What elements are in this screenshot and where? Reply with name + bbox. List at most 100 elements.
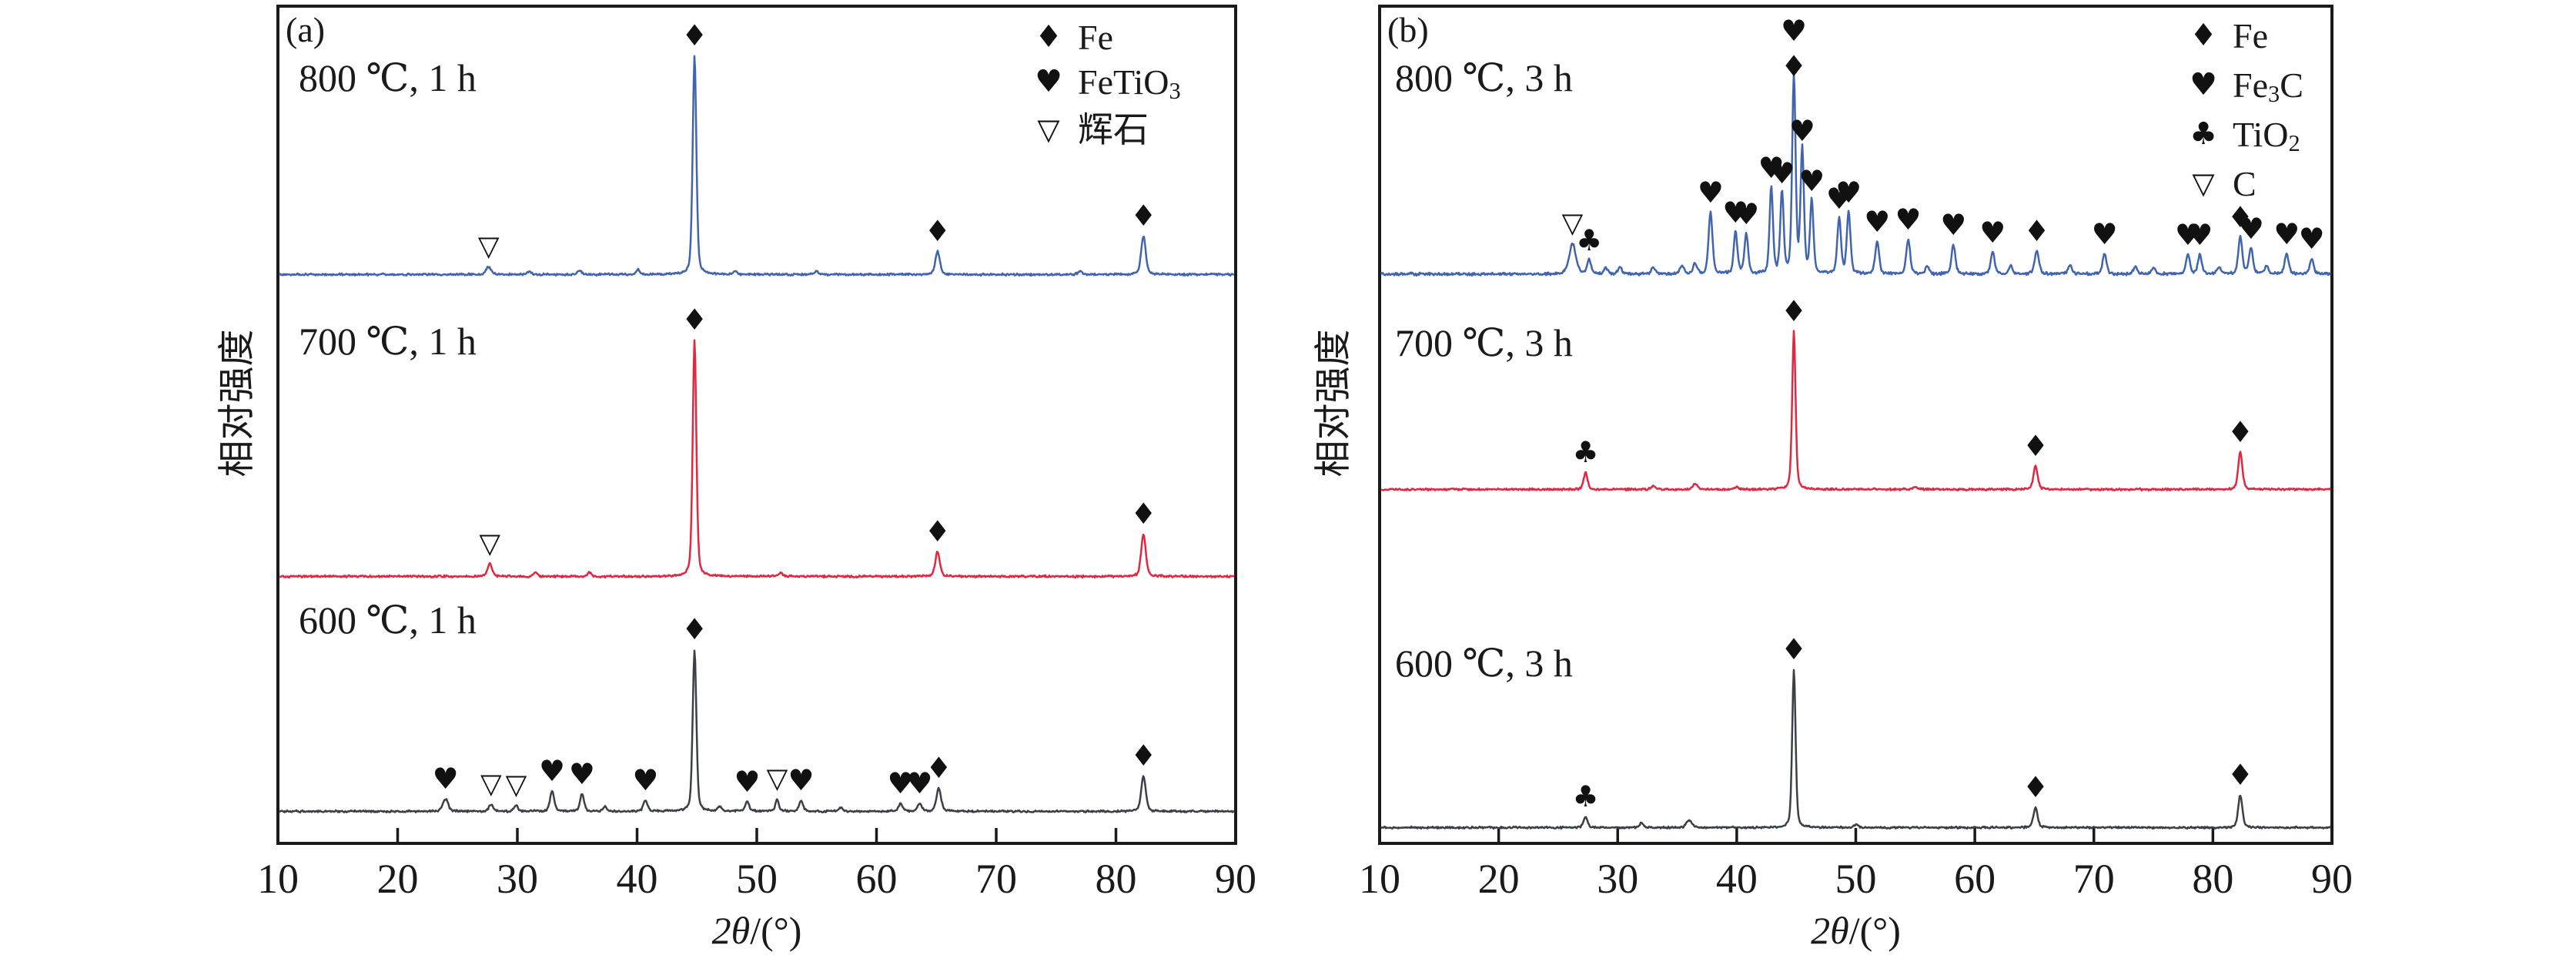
peak-marker-diamond: ♦ — [681, 612, 708, 646]
x-tick-label: 40 — [1716, 856, 1758, 902]
peak-marker-diamond: ♦ — [1130, 497, 1156, 531]
x-tick-label: 40 — [617, 856, 658, 902]
x-tick-label: 30 — [1597, 856, 1638, 902]
peak-marker-heart: ♥ — [1698, 176, 1724, 209]
peak-marker-club: ♣ — [1572, 435, 1598, 469]
peak-marker-heart: ♥ — [569, 757, 595, 791]
peak-marker-heart: ♥ — [539, 754, 565, 788]
x-tick-label: 80 — [1096, 856, 1137, 902]
trace-label-700-3-h: 700 ℃, 3 h — [1395, 321, 1573, 364]
peak-marker-heart: ♥ — [1835, 176, 1862, 209]
trace-label-800-1-h: 800 ℃, 1 h — [299, 56, 477, 99]
trace-label-600-1-h: 600 ℃, 1 h — [299, 598, 477, 642]
peak-marker-diamond: ♦ — [2227, 415, 2253, 449]
peak-marker-diamond: ♦ — [2227, 758, 2253, 792]
legend-marker-club: ♣ — [2190, 116, 2217, 152]
peak-marker-diamond: ♦ — [2022, 770, 2049, 804]
peak-marker-heart: ♥ — [888, 766, 914, 800]
peak-marker-diamond: ♦ — [925, 751, 952, 785]
peak-marker-diamond: ♦ — [1781, 632, 1807, 666]
legend-marker-heart: ♥ — [2190, 67, 2217, 102]
peak-marker-heart: ♥ — [2092, 217, 2118, 251]
peak-marker-diamond: ♦ — [1130, 739, 1156, 773]
legend-label: Fe3​C — [2233, 65, 2303, 108]
trace-label-600-3-h: 600 ℃, 3 h — [1395, 642, 1573, 685]
trace-700-3-h — [1380, 330, 2332, 492]
peak-marker-triangle-down: ▽ — [1562, 208, 1584, 240]
plot-border — [276, 5, 1237, 845]
peak-marker-heart: ♥ — [1940, 208, 1966, 242]
peak-marker-triangle-down: ▽ — [767, 763, 788, 795]
panel-b: 10 20 30 40 50 60 70 80 90 2θ/(°) 相对强度 (b) 800 ℃, 3 … — [1313, 5, 2353, 952]
peak-marker-diamond: ♦ — [925, 514, 951, 548]
trace-700-1-h — [279, 339, 1235, 579]
peak-marker-club: ♣ — [1576, 223, 1602, 257]
peak-marker-heart: ♥ — [1798, 164, 1825, 198]
legend-label: Fe — [1078, 18, 1113, 57]
peak-marker-triangle-down: ▽ — [480, 769, 502, 800]
peak-marker-heart: ♥ — [1733, 197, 1759, 231]
legend-label: Fe — [2233, 16, 2268, 55]
peak-marker-heart: ♥ — [1722, 196, 1748, 230]
x-tick-label: 10 — [257, 856, 299, 902]
peak-marker-heart: ♥ — [1895, 203, 1921, 236]
peak-marker-heart: ♥ — [2299, 222, 2325, 256]
x-tick-label: 20 — [1478, 856, 1520, 902]
peak-marker-triangle-down: ▽ — [478, 231, 500, 263]
x-tick-label: 70 — [2073, 856, 2115, 902]
peak-marker-heart: ♥ — [788, 763, 814, 797]
x-tick-label: 20 — [377, 856, 419, 902]
x-axis-title: 2θ/(°) — [1811, 909, 1901, 952]
peak-marker-diamond: ♦ — [1781, 294, 1807, 328]
legend-marker-heart: ♥ — [1035, 64, 1062, 99]
peak-marker-diamond: ♦ — [1781, 49, 1807, 83]
peak-marker-heart: ♥ — [1789, 114, 1815, 148]
trace-600-1-h — [279, 649, 1235, 814]
panel-a: 10 20 30 40 50 60 70 80 90 2θ/(°) 相对强度 (a) 800 ℃, 1 … — [217, 5, 1256, 952]
trace-800-3-h — [1380, 72, 2332, 277]
peak-marker-heart: ♥ — [1781, 14, 1807, 48]
x-tick-label: 80 — [2192, 856, 2233, 902]
peak-marker-diamond: ♦ — [1130, 199, 1156, 233]
y-axis-title: 相对强度 — [1313, 329, 1354, 477]
x-tick-label: 90 — [2311, 856, 2353, 902]
peak-marker-heart: ♥ — [632, 763, 658, 797]
legend-label: FeTiO3​ — [1078, 62, 1181, 105]
peak-marker-heart: ♥ — [734, 765, 761, 799]
legend-label: 辉石 — [1078, 110, 1149, 149]
peak-marker-heart: ♥ — [906, 766, 932, 800]
legend-marker-triangle-down: ▽ — [2192, 166, 2215, 200]
legend-marker-triangle-down: ▽ — [1037, 112, 1060, 146]
y-axis-title: 相对强度 — [217, 329, 258, 477]
x-axis-title: 2θ/(°) — [712, 909, 802, 952]
peak-marker-diamond: ♦ — [2227, 200, 2253, 234]
x-tick-label: 90 — [1215, 856, 1256, 902]
x-tick-label: 30 — [497, 856, 538, 902]
panel-letter: (b) — [1387, 10, 1429, 49]
peak-marker-heart: ♥ — [2238, 212, 2264, 246]
peak-marker-triangle-down: ▽ — [479, 528, 500, 560]
x-tick-label: 60 — [1954, 856, 1996, 902]
x-tick-label: 60 — [856, 856, 898, 902]
peak-marker-diamond: ♦ — [2022, 429, 2049, 463]
peak-marker-heart: ♥ — [1758, 151, 1785, 185]
x-tick-label: 50 — [736, 856, 778, 902]
peak-marker-heart: ♥ — [1864, 205, 1890, 239]
peak-marker-diamond: ♦ — [925, 214, 951, 248]
peak-marker-triangle-down: ▽ — [506, 769, 527, 801]
peak-marker-diamond: ♦ — [681, 303, 708, 337]
peak-marker-heart: ♥ — [1769, 156, 1795, 190]
x-tick-label: 70 — [975, 856, 1017, 902]
peak-marker-heart: ♥ — [1979, 216, 2006, 250]
peak-marker-heart: ♥ — [2273, 217, 2300, 251]
peak-marker-heart: ♥ — [2186, 218, 2213, 252]
peak-marker-club: ♣ — [1572, 779, 1598, 813]
legend-marker-diamond: ♦ — [2190, 18, 2217, 53]
trace-800-1-h — [279, 55, 1235, 277]
x-tick-label: 50 — [1835, 856, 1877, 902]
plot-border — [1378, 5, 2333, 845]
legend-label: C — [2233, 164, 2257, 203]
peak-marker-heart: ♥ — [1826, 182, 1852, 216]
